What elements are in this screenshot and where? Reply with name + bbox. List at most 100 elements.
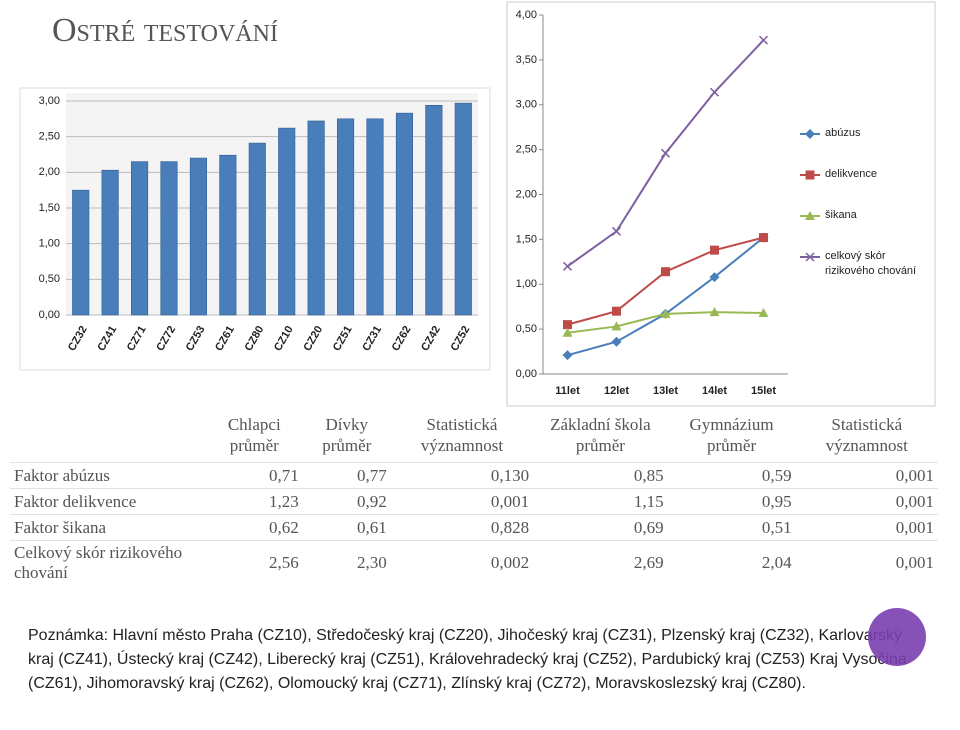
- marker: [563, 320, 572, 330]
- marker: [758, 307, 769, 317]
- y-tick-label: 0,00: [516, 368, 537, 380]
- slide-title: Ostré testování: [52, 12, 278, 49]
- y-tick-label: 3,00: [516, 99, 537, 111]
- value-cell: 0,51: [667, 514, 796, 541]
- row-label: Faktor abúzus: [10, 462, 206, 489]
- marker: [661, 267, 670, 277]
- y-tick-label: 0,50: [516, 323, 537, 335]
- header-cell: Chlapci průměr: [227, 415, 281, 455]
- marker: [562, 327, 573, 337]
- y-tick-label: 3,00: [39, 95, 60, 107]
- x-tick-label: 15let: [751, 385, 776, 397]
- x-tick-label: 12let: [604, 385, 629, 397]
- legend-marker: [805, 252, 815, 262]
- header-cell: Gymnázium průměr: [689, 415, 774, 455]
- results-table: Chlapci průměr Dívky průměr Statistická …: [10, 414, 938, 585]
- bar: [307, 120, 325, 316]
- x-tick-label: 11let: [555, 385, 580, 397]
- table-row: Faktor delikvence 1,23 0,92 0,001 1,15 0,95 0,…: [10, 488, 938, 515]
- y-tick-label: 1,50: [39, 202, 60, 214]
- y-tick-label: 4,00: [516, 9, 537, 21]
- y-tick-label: 1,00: [39, 238, 60, 250]
- y-tick-label: 1,00: [516, 278, 537, 290]
- bar: [366, 118, 384, 316]
- value-cell: 1,23: [205, 488, 303, 515]
- corner: [10, 414, 206, 463]
- row-label: Celkový skór rizikového chování: [10, 540, 206, 585]
- value-cell: 0,002: [390, 540, 534, 585]
- bar: [425, 104, 443, 316]
- marker: [759, 233, 768, 243]
- bar: [337, 118, 355, 316]
- bar: [454, 102, 472, 316]
- value-cell: 0,69: [533, 514, 668, 541]
- y-tick-label: 2,50: [516, 144, 537, 156]
- value-cell: 2,69: [533, 540, 668, 585]
- y-tick-label: 3,50: [516, 54, 537, 66]
- value-cell: 0,77: [302, 462, 391, 489]
- row-label: Faktor šikana: [10, 514, 206, 541]
- bar: [395, 112, 413, 316]
- table-row: Faktor šikana 0,62 0,61 0,828 0,69 0,51 0,001: [10, 514, 938, 541]
- marker: [611, 321, 622, 331]
- x-tick-label: 14let: [702, 385, 727, 397]
- value-cell: 0,001: [795, 540, 938, 585]
- marker: [611, 336, 622, 347]
- value-cell: 0,001: [795, 488, 938, 515]
- marker: [709, 87, 720, 97]
- header-cell: Statistická významnost: [420, 415, 504, 455]
- header-cell: Základní škola průměr: [550, 415, 651, 455]
- value-cell: 0,95: [667, 488, 796, 515]
- marker: [611, 226, 622, 236]
- y-tick-label: 0,00: [39, 309, 60, 321]
- marker: [710, 245, 719, 255]
- marker: [612, 306, 621, 316]
- value-cell: 2,30: [302, 540, 391, 585]
- legend-label: delikvence: [825, 168, 877, 180]
- bar: [248, 142, 266, 316]
- line-chart-frame: [506, 1, 936, 407]
- bar: [101, 169, 119, 316]
- value-cell: 0,92: [302, 488, 391, 515]
- value-cell: 0,001: [795, 462, 938, 489]
- note: Poznámka: Hlavní město Praha (CZ10), Stř…: [28, 627, 907, 692]
- y-tick-label: 2,50: [39, 131, 60, 143]
- table-row: Faktor abúzus 0,71 0,77 0,130 0,85 0,59 0,001: [10, 462, 938, 489]
- y-tick-label: 1,50: [516, 233, 537, 245]
- legend-label: celkový skór rizikového chování: [825, 250, 917, 277]
- value-cell: 0,001: [390, 488, 534, 515]
- value-cell: 1,15: [533, 488, 668, 515]
- marker: [709, 272, 720, 283]
- marker: [709, 307, 720, 317]
- bar: [72, 189, 90, 316]
- y-tick-label: 2,00: [516, 188, 537, 200]
- value-cell: 0,130: [390, 462, 534, 489]
- value-cell: 0,001: [795, 514, 938, 541]
- bar: [189, 157, 207, 316]
- x-tick-label: 13let: [653, 385, 678, 397]
- legend-marker: [805, 129, 815, 139]
- value-cell: 0,71: [205, 462, 303, 489]
- row-label: Faktor delikvence: [10, 488, 206, 515]
- value-cell: 0,85: [533, 462, 668, 489]
- decoration-circle: [868, 608, 926, 666]
- bar: [278, 127, 296, 316]
- legend-label: abúzus: [825, 127, 861, 139]
- marker: [660, 148, 671, 158]
- bar: [131, 161, 149, 316]
- value-cell: 0,59: [667, 462, 796, 489]
- value-cell: 0,62: [205, 514, 303, 541]
- bar: [219, 154, 237, 316]
- bar: [160, 161, 178, 316]
- header-cell: Dívky průměr: [322, 415, 372, 455]
- value-cell: 0,828: [390, 514, 534, 541]
- plot-back: [66, 93, 478, 315]
- legend-marker: [805, 170, 815, 180]
- y-tick-label: 2,00: [39, 166, 60, 178]
- marker: [660, 308, 671, 318]
- y-tick-label: 0,50: [39, 273, 60, 285]
- marker: [562, 261, 573, 271]
- marker: [758, 35, 769, 45]
